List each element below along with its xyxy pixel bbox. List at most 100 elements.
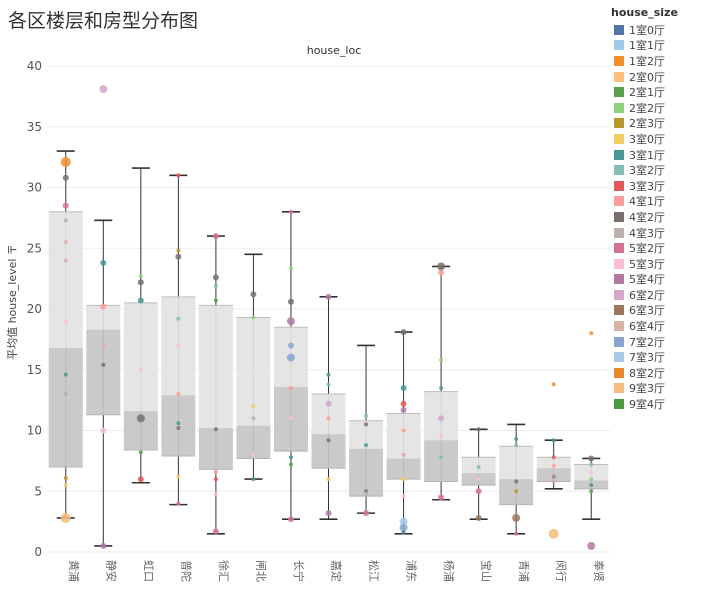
data-point xyxy=(399,523,408,532)
data-point xyxy=(213,283,218,288)
legend-title: house_size xyxy=(611,6,678,19)
data-point xyxy=(438,415,445,422)
data-point xyxy=(589,489,594,494)
data-point xyxy=(288,416,293,421)
legend-label: 3室3厅 xyxy=(629,179,665,193)
data-points xyxy=(60,85,596,550)
data-point xyxy=(60,512,71,523)
data-point xyxy=(476,427,481,432)
data-point xyxy=(101,362,106,367)
data-point xyxy=(176,343,181,348)
data-point xyxy=(288,209,293,214)
data-point xyxy=(288,455,293,460)
data-point xyxy=(401,477,406,482)
y-tick-label: 40 xyxy=(27,59,42,73)
data-point xyxy=(514,443,519,448)
legend-label: 2室1厅 xyxy=(629,86,665,100)
data-point xyxy=(212,274,219,281)
data-point xyxy=(138,450,143,455)
legend-label: 5室4厅 xyxy=(629,273,665,287)
legend-label: 9室4厅 xyxy=(629,398,665,412)
data-point xyxy=(63,483,68,488)
data-point xyxy=(63,392,68,397)
legend-label: 2室2厅 xyxy=(629,101,665,115)
legend-swatch xyxy=(614,367,624,378)
data-point xyxy=(438,494,445,501)
data-point xyxy=(100,303,107,310)
data-point xyxy=(476,477,481,482)
legend-swatch xyxy=(614,24,624,35)
boxes xyxy=(48,150,609,547)
data-point xyxy=(326,382,331,387)
data-point xyxy=(364,443,369,448)
legend-item: 7室2厅 xyxy=(611,334,719,350)
data-point xyxy=(400,406,407,413)
y-tick-label: 30 xyxy=(27,181,42,195)
box-upper xyxy=(123,302,158,412)
data-point xyxy=(63,240,68,245)
data-point xyxy=(325,510,332,517)
data-point xyxy=(251,315,256,320)
data-point xyxy=(100,259,107,266)
data-point xyxy=(287,516,294,523)
data-point xyxy=(287,342,294,349)
data-point xyxy=(364,422,369,427)
legend-swatch xyxy=(614,227,624,238)
y-tick-label: 35 xyxy=(27,120,42,134)
data-point xyxy=(176,248,181,253)
x-tick-label: 虹口 xyxy=(142,560,155,582)
data-point xyxy=(551,463,556,468)
box-upper xyxy=(48,211,83,348)
data-point xyxy=(99,85,108,94)
data-point xyxy=(326,438,331,443)
data-point xyxy=(548,528,559,539)
legend-item: 8室2厅 xyxy=(611,365,719,381)
data-point xyxy=(514,489,519,494)
data-point xyxy=(63,258,68,263)
legend-label: 3室1厅 xyxy=(629,148,665,162)
data-point xyxy=(138,274,143,279)
legend-item: 2室3厅 xyxy=(611,116,719,132)
data-point xyxy=(475,514,482,521)
legend-item: 1室2厅 xyxy=(611,53,719,69)
legend-item: 7室3厅 xyxy=(611,349,719,365)
data-point xyxy=(137,476,144,483)
data-point xyxy=(589,331,594,336)
chart-title: house_loc xyxy=(307,44,362,57)
box-lower xyxy=(198,428,233,470)
data-point xyxy=(62,202,69,209)
legend-swatch xyxy=(614,211,624,222)
x-tick-label: 浦东 xyxy=(405,560,418,582)
legend: house_size 1室0厅 1室1厅 1室2厅 2室0厅 2室1厅 2室2厅 2室3厅 3… xyxy=(611,6,719,412)
data-point xyxy=(439,358,444,363)
data-point xyxy=(176,173,181,178)
data-point xyxy=(251,416,256,421)
legend-item: 2室0厅 xyxy=(611,69,719,85)
legend-item: 5室4厅 xyxy=(611,272,719,288)
x-tick-label: 徐汇 xyxy=(217,560,231,582)
x-tick-label: 奉贤 xyxy=(592,560,606,582)
x-tick-label: 长宁 xyxy=(292,560,306,582)
data-point xyxy=(401,428,406,433)
legend-label: 4室3厅 xyxy=(629,226,665,240)
data-point xyxy=(514,531,519,536)
data-point xyxy=(439,434,444,439)
data-point xyxy=(401,452,406,457)
legend-swatch xyxy=(614,305,624,316)
data-point xyxy=(437,262,446,271)
data-point xyxy=(326,477,331,482)
data-point xyxy=(400,329,407,336)
data-point xyxy=(399,517,408,526)
data-point xyxy=(251,477,256,482)
legend-items: 1室0厅 1室1厅 1室2厅 2室0厅 2室1厅 2室2厅 2室3厅 3室0厅 3室1厅 3室2厅… xyxy=(611,22,719,412)
legend-swatch xyxy=(614,71,624,82)
data-point xyxy=(176,501,181,506)
data-point xyxy=(589,483,594,488)
y-axis-ticks: 0 5 10 15 20 25 30 35 40 xyxy=(27,59,42,559)
data-point xyxy=(176,392,181,397)
legend-swatch xyxy=(614,399,624,410)
x-tick-label: 闸北 xyxy=(254,560,267,582)
legend-item: 3室3厅 xyxy=(611,178,719,194)
legend-swatch xyxy=(614,274,624,285)
legend-swatch xyxy=(614,118,624,129)
